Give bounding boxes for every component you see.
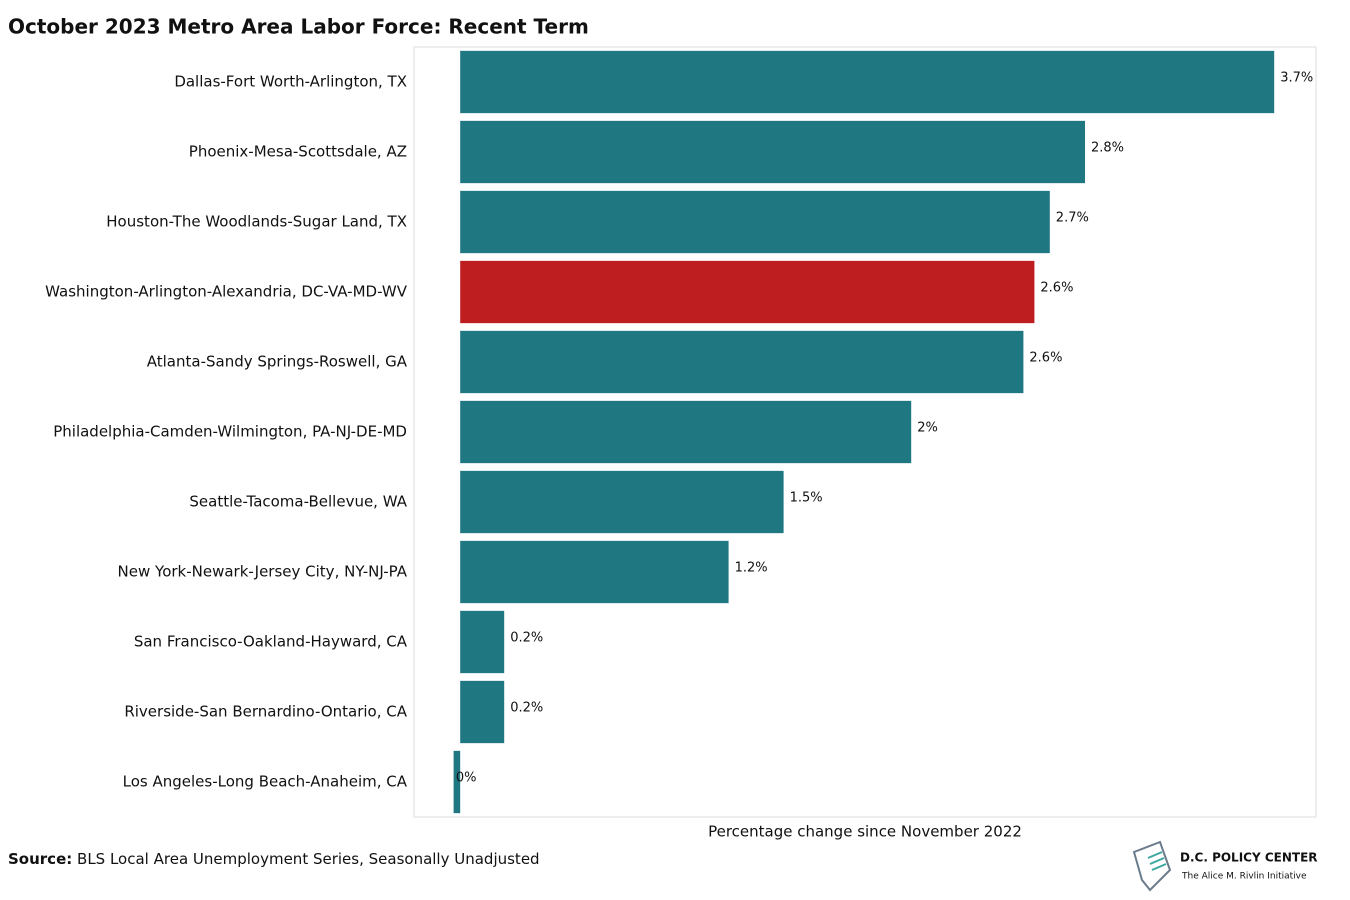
y-tick-label: Dallas-Fort Worth-Arlington, TX: [174, 73, 407, 91]
y-tick-label: San Francisco-Oakland-Hayward, CA: [134, 633, 408, 651]
data-label: 2.7%: [1056, 211, 1089, 226]
bar: [460, 190, 1050, 254]
data-label: 1.5%: [790, 491, 823, 506]
data-label: 0.2%: [510, 701, 543, 716]
bar: [453, 750, 461, 814]
chart-title: October 2023 Metro Area Labor Force: Rec…: [8, 15, 589, 39]
bar: [460, 260, 1035, 324]
bar: [460, 540, 729, 604]
y-tick-label: Los Angeles-Long Beach-Anaheim, CA: [123, 773, 408, 791]
source-label: Source:: [8, 850, 72, 868]
bar: [460, 330, 1024, 394]
bar: [460, 120, 1085, 184]
logo-icon-lines: [1147, 851, 1167, 871]
bar: [460, 470, 784, 534]
bar: [460, 680, 505, 744]
plot-panel: [413, 46, 1317, 818]
logo-title: D.C. POLICY CENTER: [1180, 851, 1318, 865]
data-label: 0.2%: [510, 631, 543, 646]
source: Source: BLS Local Area Unemployment Seri…: [8, 850, 540, 868]
y-tick-label: Washington-Arlington-Alexandria, DC-VA-M…: [45, 283, 408, 301]
logo-subtitle: The Alice M. Rivlin Initiative: [1181, 872, 1307, 882]
bar: [460, 400, 912, 464]
logo-icon: [1132, 840, 1172, 892]
y-tick-label: Seattle-Tacoma-Bellevue, WA: [189, 493, 407, 511]
logo: D.C. POLICY CENTER The Alice M. Rivlin I…: [1132, 840, 1318, 892]
data-label: 1.2%: [735, 561, 768, 576]
y-tick-label: Houston-The Woodlands-Sugar Land, TX: [106, 213, 407, 231]
y-tick-label: Atlanta-Sandy Springs-Roswell, GA: [147, 353, 408, 371]
source-text: BLS Local Area Unemployment Series, Seas…: [77, 850, 540, 868]
data-label: 2.8%: [1091, 141, 1124, 156]
data-label: 2%: [917, 421, 938, 436]
data-label: 2.6%: [1029, 351, 1062, 366]
data-label: 3.7%: [1280, 71, 1313, 86]
bar: [460, 610, 505, 674]
data-label: 2.6%: [1040, 281, 1073, 296]
x-axis-label: Percentage change since November 2022: [708, 823, 1022, 841]
data-label: 0%: [456, 771, 477, 786]
y-tick-label: Philadelphia-Camden-Wilmington, PA-NJ-DE…: [53, 423, 407, 441]
bar: [460, 50, 1275, 114]
y-tick-label: Riverside-San Bernardino-Ontario, CA: [124, 703, 407, 721]
y-tick-label: Phoenix-Mesa-Scottsdale, AZ: [189, 143, 407, 161]
y-tick-label: New York-Newark-Jersey City, NY-NJ-PA: [118, 563, 408, 581]
